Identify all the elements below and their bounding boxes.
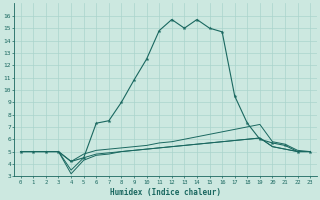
X-axis label: Humidex (Indice chaleur): Humidex (Indice chaleur) — [110, 188, 221, 197]
